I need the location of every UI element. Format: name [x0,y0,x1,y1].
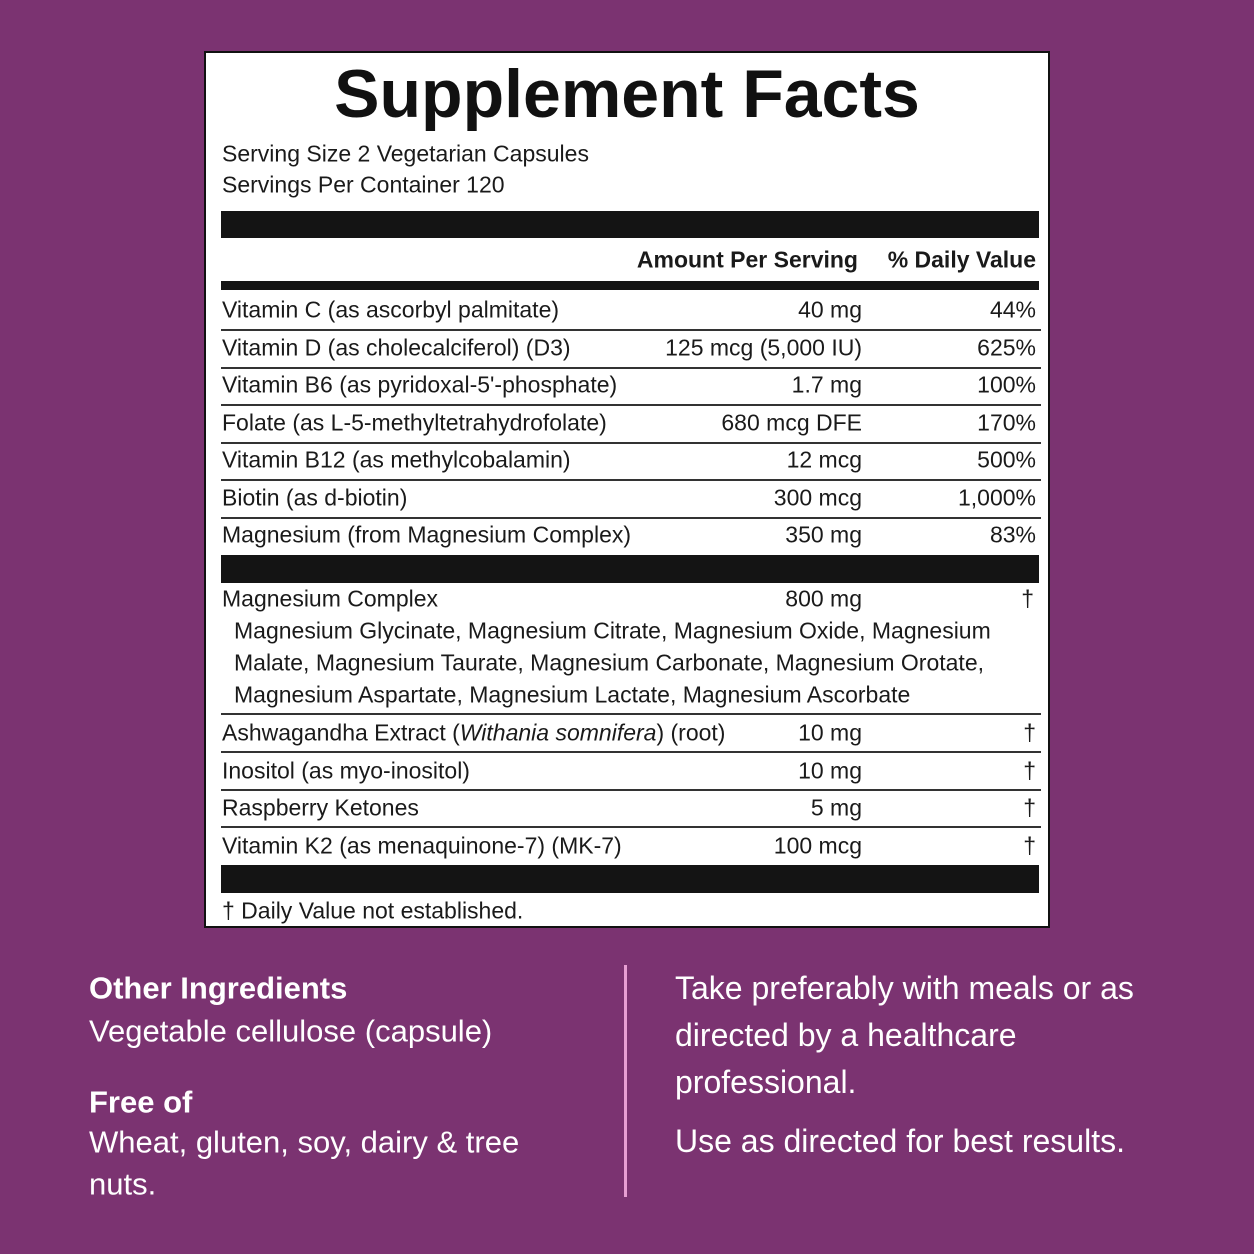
ingredient-name: Folate (as L-5-methyltetrahydrofolate) [222,409,607,435]
rule [221,329,1041,331]
complex-name: Magnesium Complex [222,585,439,612]
amount-header: Amount Per Serving [636,246,858,273]
daily-value: 625% [977,334,1036,360]
daily-value: 500% [977,446,1036,473]
other-ingredients-text: Vegetable cellulose (capsule) [89,1013,493,1049]
rule [221,788,1041,791]
other-ingredients-heading: Other Ingredients [89,970,348,1006]
ingredient-name: Vitamin B12 (as methylcobalamin) [222,446,571,473]
name-part: Withania somnifera [459,719,657,746]
complex-amount: 800 mg [785,585,862,612]
bar [221,281,1039,290]
name-part: ) (root) [656,719,726,746]
ingredient-name: Raspberry Ketones [222,794,419,821]
amount: 10 mg [798,719,862,746]
rule [221,366,1041,369]
divider [624,965,627,1197]
free-of-line: nuts. [89,1166,157,1202]
daily-value: † [1023,719,1036,746]
amount: 350 mg [785,521,862,548]
supplement-label: Supplement Facts Serving Size 2 Vegetari… [204,51,1050,928]
dv-header: % Daily Value [887,246,1036,273]
ingredient-name: Magnesium (from Magnesium Complex) [222,521,632,548]
amount: 680 mcg DFE [721,409,862,435]
ingredient-name: Ashwagandha Extract (Withania somnifera)… [222,719,726,746]
label-title: Supplement Facts [334,56,920,132]
amount: 125 mcg (5,000 IU) [665,334,862,360]
amount: 5 mg [810,794,862,821]
servings-per-container: Servings Per Container 120 [222,171,505,198]
name-part: Inositol (as myo-inositol) [222,757,470,783]
amount: 300 mcg [773,484,862,510]
amount: 1.7 mg [791,371,862,398]
daily-value: 100% [977,371,1036,398]
directions-note: Use as directed for best results. [675,1123,1125,1159]
directions-line: professional. [675,1064,857,1100]
ingredient-name: Vitamin C (as ascorbyl palmitate) [222,296,560,323]
footnote: † Daily Value not established. [222,897,524,924]
daily-value: † [1023,832,1036,858]
daily-value: 44% [989,296,1036,323]
rule [221,404,1041,406]
rule [221,441,1041,444]
ingredient-name: Vitamin B6 (as pyridoxal-5'-phosphate) [222,371,618,398]
bar [221,211,1039,238]
complex-line: Malate, Magnesium Taurate, Magnesium Car… [234,649,985,676]
rule [221,479,1041,481]
ingredient-name: Vitamin K2 (as menaquinone-7) (MK-7) [222,834,622,857]
complex-line: Magnesium Glycinate, Magnesium Citrate, … [234,617,991,644]
amount: 12 mcg [786,446,862,473]
name-part: Vitamin K2 (as menaquinone-7) (MK-7) [222,832,622,858]
daily-value: 83% [989,521,1036,548]
rule [221,516,1041,519]
bar [221,865,1039,893]
free-of-line: Wheat, gluten, soy, dairy & tree [89,1124,520,1160]
daily-value: † [1023,757,1036,783]
directions-line: directed by a healthcare [675,1017,1017,1053]
directions-line: Take preferably with meals or as [675,970,1134,1006]
amount: 100 mcg [773,832,862,858]
name-part: Ashwagandha Extract ( [222,719,460,746]
bar [221,555,1039,583]
daily-value: † [1023,794,1036,821]
amount: 40 mg [798,296,862,323]
serving-size: Serving Size 2 Vegetarian Capsules [222,140,589,167]
daily-value: 170% [977,409,1036,435]
daily-value: 1,000% [957,484,1036,510]
rule [221,713,1041,715]
name-part: Raspberry Ketones [222,794,419,821]
rule [221,826,1041,828]
rule [221,751,1041,753]
ingredient-name: Vitamin D (as cholecalciferol) (D3) [222,334,571,360]
amount: 10 mg [798,757,862,783]
ingredient-name: Biotin (as d-biotin) [222,484,408,510]
complex-dv: † [1021,585,1034,612]
ingredient-name: Inositol (as myo-inositol) [222,759,470,782]
free-of-heading: Free of [89,1084,193,1120]
complex-line: Magnesium Aspartate, Magnesium Lactate, … [234,681,911,708]
